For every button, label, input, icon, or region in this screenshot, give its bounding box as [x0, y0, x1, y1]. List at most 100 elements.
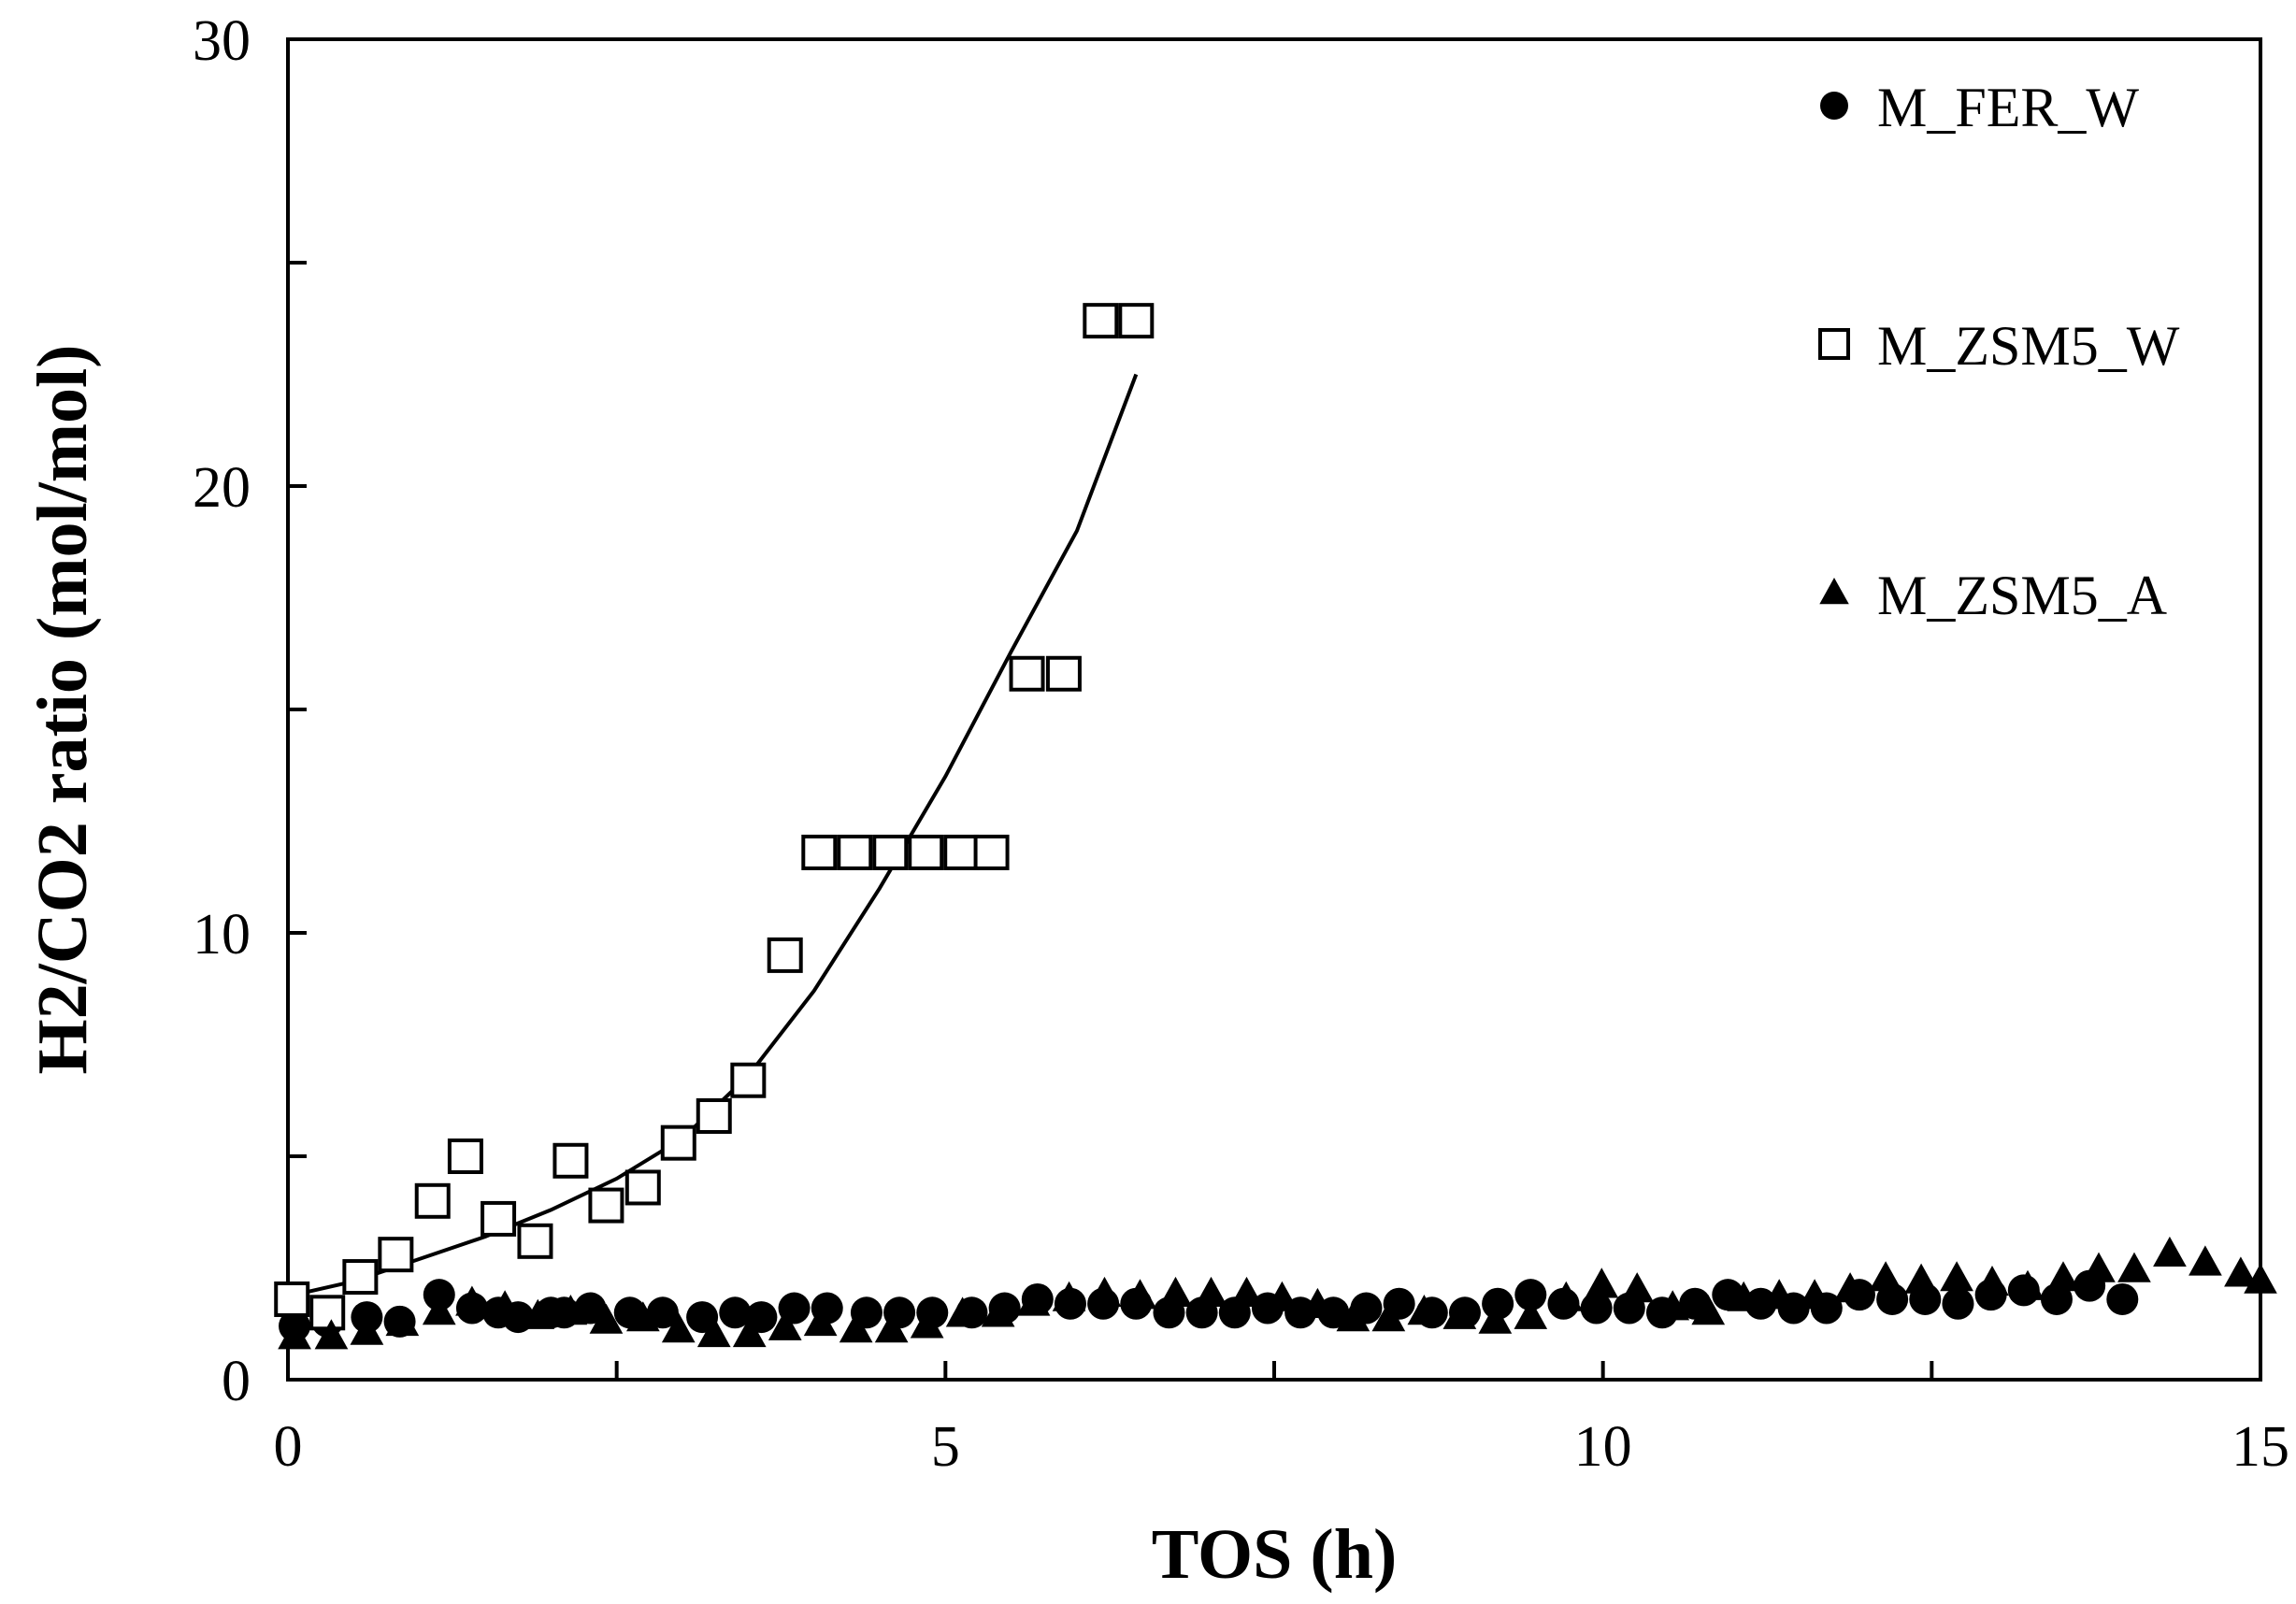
data-point [1762, 1279, 1796, 1310]
fit-curve [294, 373, 1139, 1297]
data-point [768, 1310, 802, 1340]
data-point [943, 834, 980, 870]
data-point [1194, 1276, 1228, 1307]
data-point [1833, 1272, 1867, 1303]
data-point [981, 1296, 1015, 1327]
legend-item: M_FER_W [1820, 77, 2139, 138]
data-point [696, 1316, 731, 1348]
data-point [803, 1306, 838, 1337]
data-point [1482, 1287, 1514, 1320]
data-point [2117, 1252, 2151, 1282]
y-tick-label: 10 [193, 903, 251, 967]
data-point [2106, 1282, 2139, 1315]
data-point [624, 1169, 661, 1206]
legend-marker [1820, 92, 1848, 120]
data-point [1580, 1292, 1613, 1325]
data-point [589, 1303, 624, 1334]
x-tick-label: 15 [2231, 1415, 2289, 1479]
data-point [1514, 1279, 1547, 1311]
data-point [1442, 1298, 1477, 1329]
data-point [1691, 1295, 1726, 1325]
legend-marker [1818, 328, 1850, 360]
data-point [278, 1319, 311, 1350]
data-point [1123, 1279, 1157, 1310]
data-point [588, 1187, 624, 1224]
y-axis-title: H2/CO2 ratio (mol/mol) [23, 345, 102, 1075]
data-point [1158, 1276, 1193, 1307]
x-tick-label: 5 [931, 1415, 960, 1479]
data-point [1585, 1267, 1619, 1298]
legend-label: M_ZSM5_A [1877, 565, 2167, 626]
data-point [1514, 1298, 1548, 1329]
y-tick-label: 30 [193, 9, 251, 73]
data-point [1265, 1281, 1299, 1311]
legend: M_FER_W M_ZSM5_W M_ZSM5_A [1818, 77, 2180, 626]
data-point [801, 834, 838, 870]
data-point [1975, 1266, 2009, 1296]
data-point [1009, 655, 1045, 692]
series-M_ZSM5_W [274, 303, 1155, 1331]
data-point [350, 1314, 384, 1345]
legend-label: M_FER_W [1877, 77, 2139, 138]
data-markers [274, 303, 2277, 1350]
data-point [1478, 1303, 1513, 1334]
data-point [2082, 1252, 2116, 1282]
data-point [488, 1290, 522, 1321]
data-point [1656, 1290, 1690, 1321]
data-point [1744, 1287, 1777, 1320]
data-point [314, 1319, 349, 1350]
data-point [2188, 1245, 2222, 1276]
data-point [646, 1296, 679, 1329]
data-point [422, 1295, 456, 1325]
data-point [1083, 303, 1119, 339]
data-point [309, 1295, 346, 1331]
data-point [517, 1223, 553, 1259]
data-point [696, 1097, 732, 1134]
legend-marker [1819, 578, 1849, 605]
data-point [553, 1295, 588, 1325]
data-point [414, 1182, 451, 1219]
data-point [1052, 1281, 1086, 1311]
data-point [1549, 1281, 1584, 1311]
axis-ticks [286, 37, 2262, 1382]
series-M_ZSM5_A [278, 1236, 2277, 1350]
data-point [945, 1296, 980, 1327]
data-point [2040, 1282, 2073, 1315]
data-point [2046, 1261, 2080, 1292]
data-point [2224, 1256, 2258, 1287]
data-point [626, 1301, 660, 1332]
data-point [342, 1259, 379, 1296]
data-point [973, 834, 1010, 870]
data-point [2153, 1236, 2187, 1267]
data-point [872, 834, 909, 870]
legend-label: M_ZSM5_W [1877, 315, 2180, 377]
data-point [908, 834, 944, 870]
data-point [274, 1281, 310, 1317]
data-point [767, 937, 803, 973]
data-point [385, 1306, 420, 1337]
data-point [1798, 1279, 1831, 1310]
data-point [1727, 1281, 1760, 1311]
y-tick-label: 0 [222, 1350, 251, 1413]
data-point [521, 1298, 555, 1329]
data-point [1407, 1295, 1442, 1325]
data-point [910, 1308, 944, 1339]
data-point [1876, 1282, 1909, 1315]
data-point [1118, 303, 1155, 339]
data-point [455, 1285, 489, 1316]
data-point [1300, 1287, 1335, 1318]
x-tick-label: 10 [1574, 1415, 1632, 1479]
data-point [1045, 655, 1082, 692]
data-point [730, 1062, 767, 1098]
data-point [661, 1312, 696, 1343]
data-point [481, 1200, 517, 1237]
tick-labels: 0 5 10 15 0 10 20 30 [193, 9, 2289, 1479]
legend-item: M_ZSM5_W [1818, 315, 2180, 377]
data-point [1904, 1263, 1938, 1294]
data-point [1940, 1261, 1973, 1292]
data-point [874, 1312, 909, 1343]
data-point [447, 1139, 483, 1174]
data-point [732, 1316, 767, 1348]
x-tick-label: 0 [274, 1415, 303, 1479]
y-tick-label: 20 [193, 456, 251, 520]
